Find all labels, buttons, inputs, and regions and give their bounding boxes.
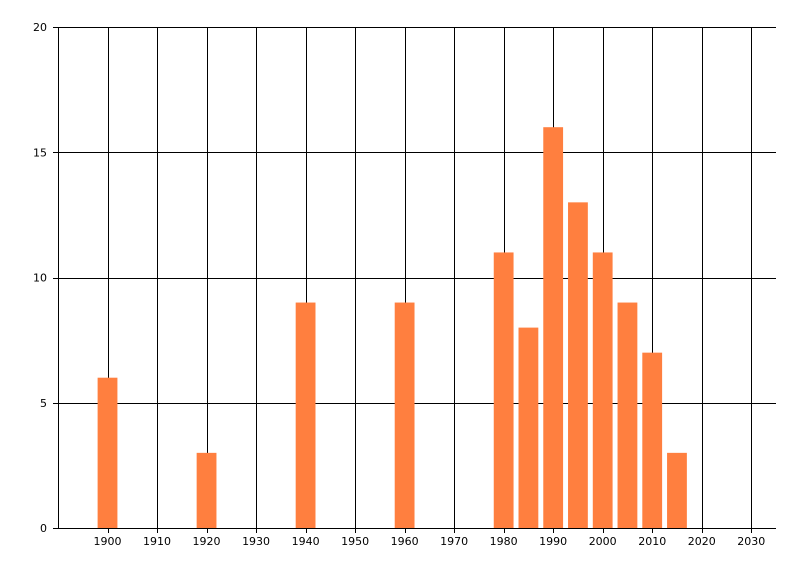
x-tick-label: 1960 — [391, 535, 419, 548]
x-tick-label: 1930 — [242, 535, 270, 548]
bar — [394, 302, 415, 528]
grid-lines — [53, 27, 776, 533]
axes — [58, 27, 776, 529]
bar — [295, 302, 316, 528]
y-tick-label: 5 — [40, 397, 47, 410]
x-tick-label: 2000 — [589, 535, 617, 548]
bar — [543, 127, 564, 528]
x-tick-label: 1900 — [94, 535, 122, 548]
x-tick-label: 2030 — [737, 535, 765, 548]
x-tick-label: 2020 — [688, 535, 716, 548]
y-tick-labels: 0 5 10 15 20 — [33, 21, 47, 535]
y-tick-label: 10 — [33, 272, 47, 285]
x-tick-label: 1990 — [539, 535, 567, 548]
x-tick-labels: 1900 1910 1920 1930 1940 1950 1960 1970 1980 1990… — [94, 535, 766, 548]
bar — [493, 252, 514, 528]
x-tick-label: 1920 — [193, 535, 221, 548]
bar — [518, 327, 539, 528]
bar — [592, 252, 613, 528]
bar — [196, 452, 217, 528]
bar — [97, 377, 118, 528]
y-tick-label: 15 — [33, 146, 47, 159]
x-tick-label: 2010 — [638, 535, 666, 548]
x-tick-label: 1950 — [341, 535, 369, 548]
x-tick-label: 1980 — [490, 535, 518, 548]
bar — [642, 352, 663, 528]
x-tick-label: 1910 — [143, 535, 171, 548]
y-tick-label: 20 — [33, 21, 47, 34]
x-tick-label: 1940 — [292, 535, 320, 548]
bar — [568, 202, 588, 528]
bars — [97, 127, 687, 528]
y-tick-label: 0 — [40, 522, 47, 535]
bar — [617, 302, 638, 528]
bar — [667, 452, 687, 528]
x-tick-label: 1970 — [440, 535, 468, 548]
